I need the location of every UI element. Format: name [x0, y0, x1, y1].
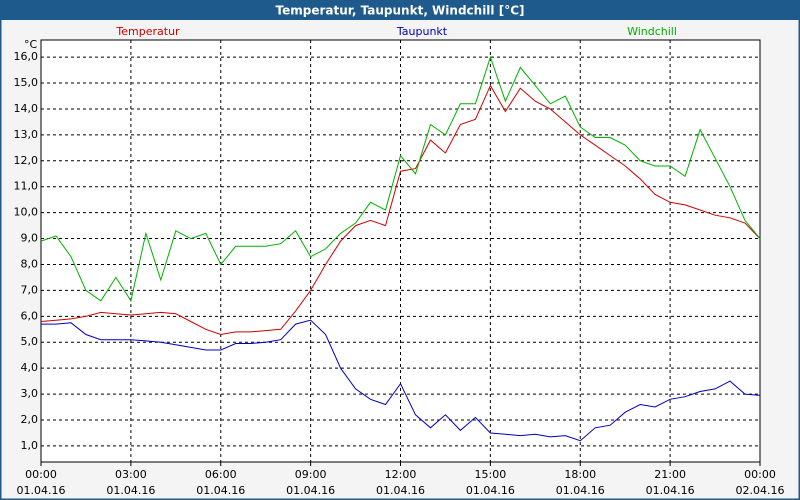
- x-tick-label: 00:00: [25, 468, 57, 481]
- x-tick-label: 18:00: [564, 468, 596, 481]
- legend-entry: Taupunkt: [396, 25, 448, 38]
- y-tick-label: 3,0: [21, 387, 39, 400]
- x-tick-label: 12:00: [385, 468, 417, 481]
- y-tick-label: 8,0: [21, 257, 39, 270]
- y-tick-label: 2,0: [21, 413, 39, 426]
- x-tick-date: 01.04.16: [106, 484, 155, 497]
- x-tick-date: 01.04.16: [286, 484, 335, 497]
- series-line: [40, 84, 761, 336]
- y-tick-label: 6,0: [21, 309, 39, 322]
- y-tick-label: 12,0: [14, 154, 39, 167]
- x-tick-date: 01.04.16: [17, 484, 66, 497]
- legend-entry: Temperatur: [115, 25, 180, 38]
- legend-entry: Windchill: [627, 25, 677, 38]
- y-tick-label: 16,0: [14, 50, 39, 63]
- y-tick-label: 1,0: [21, 439, 39, 452]
- series-line: [40, 55, 761, 303]
- y-tick-label: 4,0: [21, 361, 39, 374]
- plot-border: [40, 39, 761, 463]
- y-tick-label: 15,0: [14, 76, 39, 89]
- y-tick-label: 5,0: [21, 335, 39, 348]
- x-tick-date: 01.04.16: [466, 484, 515, 497]
- x-tick-label: 15:00: [475, 468, 507, 481]
- y-axis-label: °C: [24, 38, 38, 51]
- y-tick-label: 7,0: [21, 283, 39, 296]
- x-tick-label: 03:00: [115, 468, 147, 481]
- series-line: [41, 319, 761, 442]
- y-tick-label: 13,0: [14, 128, 39, 141]
- x-tick-date: 01.04.16: [646, 484, 695, 497]
- title-bar: [0, 0, 800, 20]
- x-tick-label: 21:00: [654, 468, 686, 481]
- y-tick-label: 10,0: [14, 206, 39, 219]
- y-tick-label: 11,0: [14, 180, 39, 193]
- y-tick-label: 9,0: [21, 232, 39, 245]
- x-tick-label: 06:00: [205, 468, 237, 481]
- y-tick-label: 14,0: [14, 102, 39, 115]
- x-tick-date: 01.04.16: [376, 484, 425, 497]
- x-tick-date: 02.04.16: [736, 484, 785, 497]
- chart-title: Temperatur, Taupunkt, Windchill [°C]: [276, 4, 525, 18]
- x-tick-label: 09:00: [295, 468, 327, 481]
- x-tick-label: 00:00: [744, 468, 776, 481]
- x-tick-date: 01.04.16: [196, 484, 245, 497]
- x-tick-date: 01.04.16: [556, 484, 605, 497]
